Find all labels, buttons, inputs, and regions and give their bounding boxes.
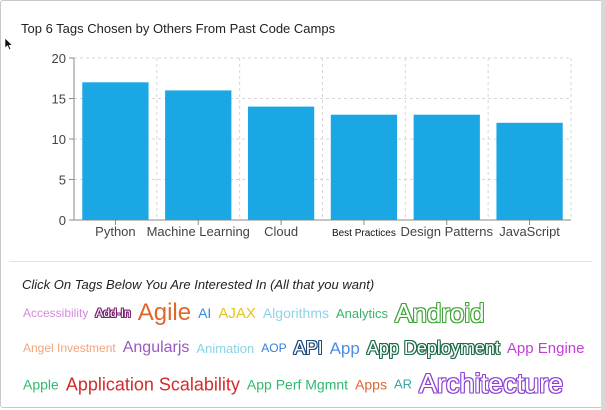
y-tick-label: 10 [52, 132, 66, 147]
tag-add-in[interactable]: Add-In [95, 306, 131, 320]
bar-design-patterns [413, 114, 480, 220]
tag-apps[interactable]: Apps [355, 376, 387, 392]
tag-ai[interactable]: AI [198, 305, 212, 321]
tag-row: Accessibility Add-In Agile AI AJAX Algorithms… [23, 300, 492, 326]
x-tick-label: Cloud [264, 224, 298, 239]
x-tick-label: Best Practices [332, 228, 396, 239]
tag-app-engine[interactable]: App Engine [506, 339, 585, 357]
y-tick-label: 15 [52, 92, 66, 107]
tag-row: Angel Investment Angularjs Animation AOP API… [23, 339, 592, 357]
tag-animation[interactable]: Animation [196, 340, 255, 356]
bar-cloud [247, 106, 315, 220]
section-divider [9, 261, 592, 262]
tag-android[interactable]: Android [395, 298, 485, 328]
chart-title: Top 6 Tags Chosen by Others From Past Co… [21, 21, 336, 36]
tag-row: Apple Application Scalability App Perf Mgm… [23, 368, 570, 399]
bar-machine-learning [165, 90, 232, 221]
tag-app[interactable]: App [329, 338, 360, 358]
bar-javascript [496, 122, 563, 220]
tag-app-deployment[interactable]: App Deployment [366, 338, 500, 358]
tag-application-scalability[interactable]: Application Scalability [65, 374, 240, 394]
tag-analytics[interactable]: Analytics [335, 305, 389, 321]
tag-angularjs[interactable]: Angularjs [122, 339, 190, 356]
x-tick-label: Python [95, 224, 135, 239]
tags-heading: Click On Tags Below You Are Interested I… [22, 277, 375, 292]
bar-python [82, 82, 149, 220]
x-tick-label: Machine Learning [147, 224, 250, 239]
tag-architecture[interactable]: Architecture [419, 368, 564, 399]
y-tick-label: 5 [59, 173, 66, 188]
tag-apple[interactable]: Apple [23, 376, 59, 392]
y-tick-label: 20 [52, 51, 66, 66]
tag-algorithms[interactable]: Algorithms [262, 305, 329, 321]
mouse-pointer-icon [4, 37, 14, 51]
tag-aop[interactable]: AOP [261, 341, 287, 355]
tag-agile[interactable]: Agile [137, 299, 192, 326]
tag-ar[interactable]: AR [393, 376, 413, 392]
bar-best-practices [330, 114, 398, 220]
y-tick-label: 0 [59, 213, 66, 228]
tag-accessibility[interactable]: Accessibility [23, 306, 89, 320]
tag-app-perf-mgmnt[interactable]: App Perf Mgmnt [246, 376, 349, 392]
window-edge [601, 0, 605, 410]
x-tick-label: Design Patterns [401, 224, 494, 239]
x-tick-label: JavaScript [499, 224, 560, 239]
tag-ajax[interactable]: AJAX [218, 304, 256, 322]
top-tags-bar-chart: 0 5 10 15 20 Python Machine Learning Cloud Best … [52, 51, 572, 239]
tag-angel-investment[interactable]: Angel Investment [23, 341, 116, 355]
tag-api[interactable]: API [293, 338, 323, 358]
